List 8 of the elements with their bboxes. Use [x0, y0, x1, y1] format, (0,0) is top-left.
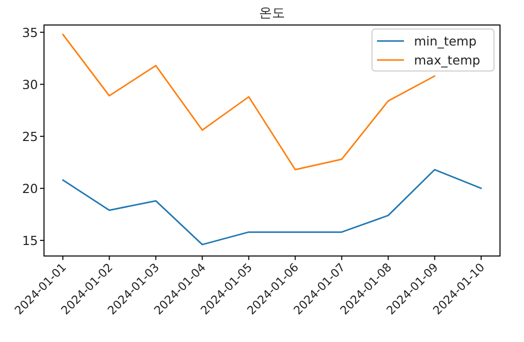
chart-title: 온도 [259, 6, 285, 21]
y-tick-label: 15 [22, 232, 38, 248]
y-tick-label: 20 [22, 180, 38, 196]
legend-label: min_temp [414, 34, 477, 48]
legend-label: max_temp [414, 52, 480, 68]
y-tick-label: 30 [22, 76, 38, 92]
y-tick-label: 25 [22, 128, 38, 144]
y-tick-label: 35 [22, 24, 38, 40]
